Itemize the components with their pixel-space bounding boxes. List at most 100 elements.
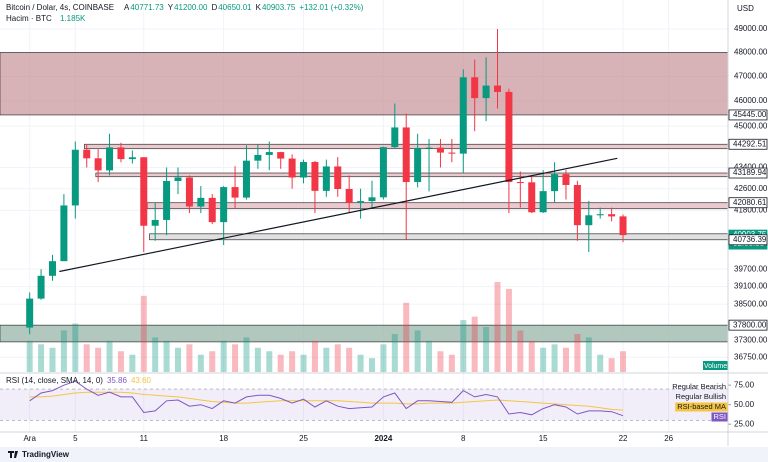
y-tick-label: 38500.00 <box>734 299 768 308</box>
candle-body <box>494 85 502 92</box>
candle-body <box>140 157 148 226</box>
volume-bar <box>471 316 478 372</box>
candle-body <box>220 187 228 223</box>
volume-bar <box>494 282 501 372</box>
footer-brand: TradingView <box>22 450 70 459</box>
rsi-legend-bg <box>711 412 728 422</box>
volume-bar <box>289 351 296 372</box>
rsi-tick-label: 75.00 <box>734 380 755 389</box>
candle-body <box>254 154 262 161</box>
candle-body <box>425 147 433 149</box>
header-l-label: D <box>211 3 217 12</box>
x-tick-label: Ara <box>23 434 36 443</box>
rsi-tick-label: 50.00 <box>734 400 755 409</box>
volume-title: Hacim · BTC <box>6 14 52 23</box>
candle-body <box>448 152 456 154</box>
price-tag: 44292.51 <box>733 139 767 148</box>
candle-body <box>48 261 56 276</box>
volume-bar <box>95 347 102 372</box>
candle-body <box>163 180 171 220</box>
y-tick-label: 47000.00 <box>734 72 768 81</box>
candle-body <box>71 149 79 206</box>
header-change: +132.01 (+0.32%) <box>299 3 363 12</box>
volume-bar <box>357 354 364 372</box>
zone <box>0 52 729 116</box>
y-tick-label: 45000.00 <box>734 121 768 130</box>
price-tag-bg <box>728 109 768 121</box>
volume-bar <box>426 340 433 372</box>
volume-bar <box>517 330 524 372</box>
volume-bar <box>334 344 341 372</box>
volume-badge-bg <box>703 361 728 370</box>
candle-body <box>505 91 513 183</box>
volume-badge: Volume <box>704 363 727 370</box>
zone <box>0 324 729 343</box>
y-tick-label: 39700.00 <box>734 264 768 273</box>
y-tick-label: 39100.00 <box>734 282 768 291</box>
x-tick-label: 26 <box>664 434 673 443</box>
candle-body <box>128 157 136 160</box>
y-tick-label: 42600.00 <box>734 184 768 193</box>
y-tick-label: 46000.00 <box>734 96 768 105</box>
volume-pane: Volume <box>26 282 728 372</box>
axes: 49000.00 48000.00 47000.00 46000.00 45000.00… <box>23 24 767 443</box>
volume-bar <box>562 347 569 372</box>
volume-bar <box>106 340 113 372</box>
volume-bar <box>551 344 558 372</box>
candle-body <box>459 77 467 154</box>
x-tick-label: 5 <box>73 434 78 443</box>
price-tag: 42080.61 <box>733 198 767 207</box>
rsi-last: 35.86 <box>107 376 128 385</box>
price-tag: 37800.00 <box>733 320 767 329</box>
candle-body <box>288 158 296 178</box>
x-tick-label: 2024 <box>374 434 392 443</box>
rsi-legend-bg <box>675 402 728 412</box>
candle-body <box>619 216 627 236</box>
volume-bar <box>460 320 467 372</box>
volume-bar <box>277 354 284 372</box>
rsi-legend: RSI-based MA <box>677 402 726 411</box>
volume-bar <box>243 337 250 372</box>
x-tick-label: 25 <box>299 434 308 443</box>
candle-body <box>37 275 45 299</box>
candle-body <box>608 214 616 217</box>
price-tag: 43189.94 <box>733 168 767 177</box>
volume-bar <box>528 340 535 372</box>
candle-body <box>185 177 193 207</box>
y-tick-label: 37300.00 <box>734 335 768 344</box>
candle-body <box>231 187 239 198</box>
zone <box>146 202 729 210</box>
rsi-tick-label: 25.00 <box>734 419 755 428</box>
header-c-label: K <box>256 3 262 12</box>
footer-bar <box>0 447 768 462</box>
volume-bar <box>403 302 410 372</box>
candle-body <box>573 184 581 226</box>
y-tick-label: 48000.00 <box>734 48 768 57</box>
y-tick-label: 41800.00 <box>734 205 768 214</box>
zone <box>95 172 729 178</box>
candle-body <box>482 85 490 99</box>
y-tick-label: 49000.00 <box>734 24 768 33</box>
header-l: 40650.01 <box>218 3 252 12</box>
candle-body <box>585 215 593 226</box>
x-tick-label: 18 <box>219 434 228 443</box>
symbol: Bitcoin / Dolar, 4s, COINBASE <box>6 3 114 12</box>
header-o-label: A <box>124 3 130 12</box>
volume-bar <box>368 358 375 372</box>
candle-body <box>322 166 330 191</box>
volume-bar <box>346 347 353 372</box>
volume-bar <box>437 351 444 372</box>
rsi-title: RSI (14, close, SMA, 14, 0) <box>6 376 103 385</box>
candle-body <box>357 201 365 204</box>
y-tick-label: 43400.00 <box>734 163 768 172</box>
candle-body <box>551 174 559 192</box>
rsi-pane: 75.00 50.00 25.00 RSI (14, close, SMA, 14, … <box>0 376 755 428</box>
candle-body <box>471 77 479 99</box>
volume-bar <box>380 344 387 372</box>
price-tag-bg <box>728 167 768 179</box>
rsi-ma-last: 43.60 <box>131 376 152 385</box>
price-tag-bg <box>728 197 768 209</box>
price-tag-bg <box>728 138 768 150</box>
candle-body <box>197 197 205 207</box>
